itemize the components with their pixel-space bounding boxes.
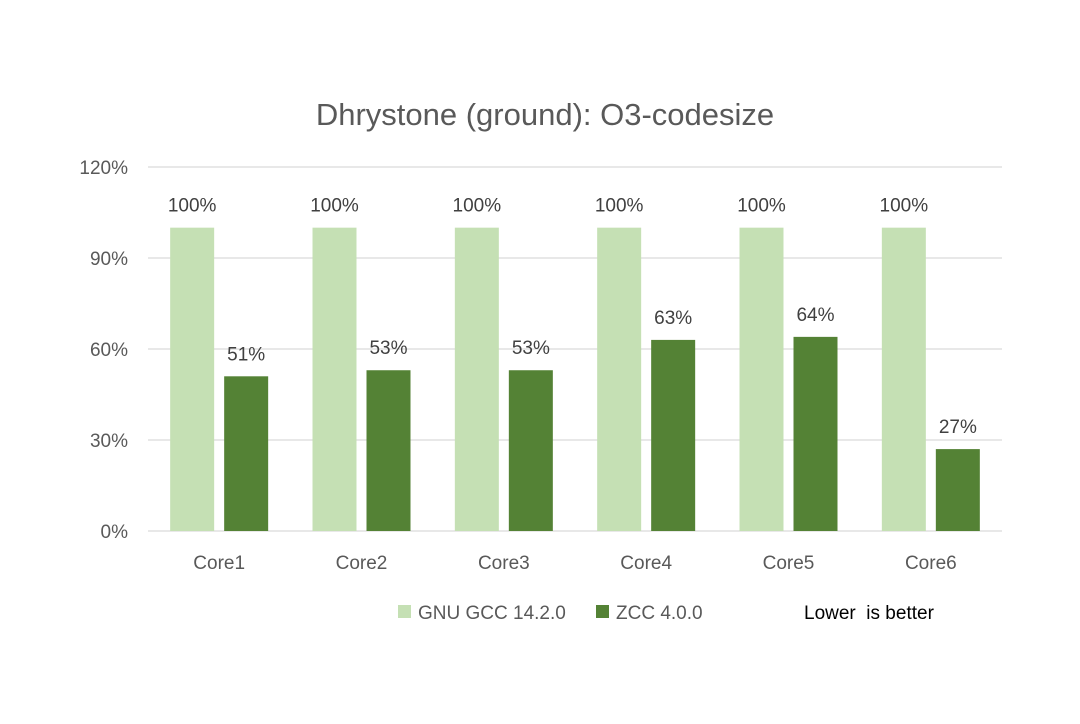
x-tick-label-core6: Core6	[905, 553, 957, 574]
x-tick-label-core4: Core4	[620, 553, 672, 574]
data-label-series-0-core1: 100%	[168, 196, 217, 217]
x-tick-label-core1: Core1	[193, 553, 245, 574]
bar-series-0-core6	[881, 227, 926, 531]
bar-series-1-core4	[651, 339, 696, 531]
data-label-series-1-core3: 53%	[512, 338, 550, 359]
annotation-lower-is-better: Lower is better	[804, 603, 935, 624]
bar-series-0-core1	[170, 227, 215, 531]
x-tick-label-core3: Core3	[478, 553, 530, 574]
data-label-series-1-core5: 64%	[796, 305, 834, 326]
y-tick-label: 0%	[101, 522, 129, 543]
data-label-series-0-core4: 100%	[595, 196, 644, 217]
data-label-series-0-core3: 100%	[453, 196, 502, 217]
bar-series-1-core1	[224, 376, 269, 531]
bar-series-0-core4	[597, 227, 642, 531]
legend: GNU GCC 14.2.0 ZCC 4.0.0	[398, 603, 703, 624]
gridlines	[148, 166, 1002, 532]
legend-label-series-0: GNU GCC 14.2.0	[418, 603, 566, 624]
legend-swatch-series-1	[596, 605, 609, 618]
data-label-series-1-core4: 63%	[654, 308, 692, 329]
bars	[170, 227, 980, 531]
y-tick-label: 120%	[79, 158, 128, 179]
data-label-series-0-core2: 100%	[310, 196, 359, 217]
data-label-series-1-core1: 51%	[227, 344, 265, 365]
bar-series-1-core6	[935, 449, 980, 531]
x-tick-label-core2: Core2	[336, 553, 388, 574]
bar-series-1-core3	[508, 370, 553, 531]
data-label-series-0-core6: 100%	[880, 196, 929, 217]
data-label-series-0-core5: 100%	[737, 196, 786, 217]
y-tick-label: 60%	[90, 340, 128, 361]
chart-title: Dhrystone (ground): O3-codesize	[316, 97, 774, 132]
bar-series-0-core3	[454, 227, 499, 531]
bar-series-1-core2	[366, 370, 411, 531]
y-tick-label: 90%	[90, 249, 128, 270]
legend-label-series-1: ZCC 4.0.0	[616, 603, 703, 624]
data-label-series-1-core2: 53%	[369, 338, 407, 359]
data-labels: 100% 51% 100% 53% 100% 53% 100% 63% 100% 64% 100% 2…	[168, 196, 977, 438]
x-tick-label-core5: Core5	[763, 553, 815, 574]
bar-series-0-core5	[739, 227, 784, 531]
bar-series-1-core5	[793, 336, 838, 531]
y-tick-label: 30%	[90, 431, 128, 452]
bar-series-0-core2	[312, 227, 357, 531]
y-axis-tick-labels: 0% 30% 60% 90% 120%	[79, 158, 128, 543]
x-axis-tick-labels: Core1 Core2 Core3 Core4 Core5 Core6	[193, 553, 956, 574]
legend-swatch-series-0	[398, 605, 411, 618]
data-label-series-1-core6: 27%	[939, 417, 977, 438]
